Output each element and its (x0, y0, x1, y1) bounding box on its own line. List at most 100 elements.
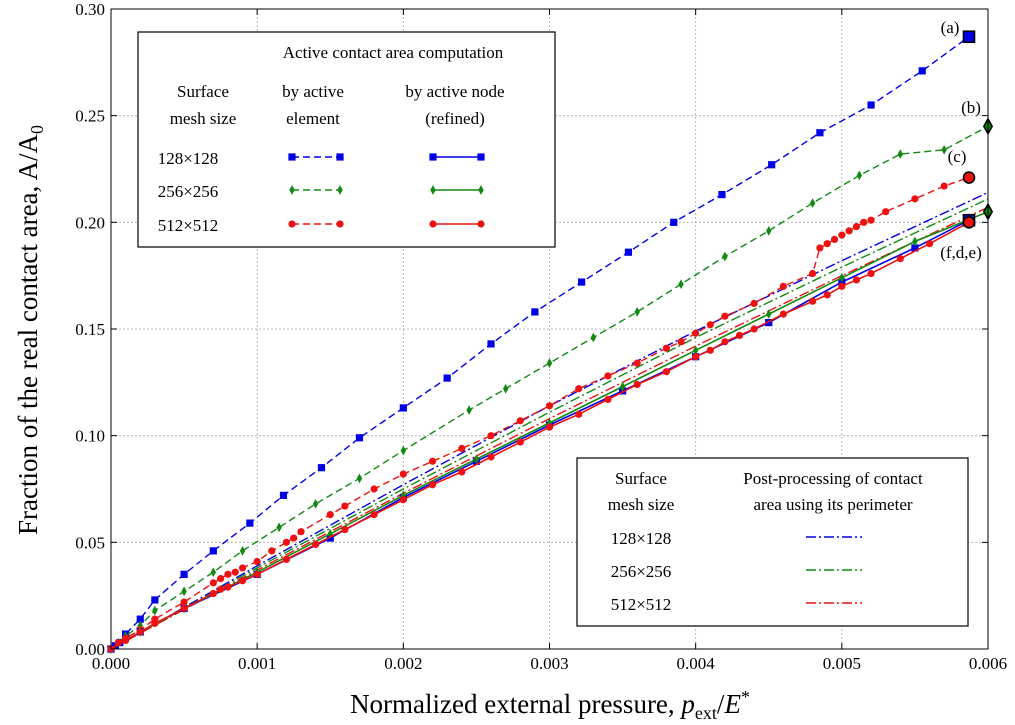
annotation-c: (c) (948, 147, 967, 166)
data-point-red (911, 195, 919, 203)
data-point-red (896, 255, 904, 263)
data-point-red (809, 297, 817, 305)
data-point-red (750, 299, 758, 307)
data-point-red (180, 604, 188, 613)
y-tick-label: 0.15 (75, 320, 105, 339)
data-point-blue (487, 340, 495, 348)
legend1-col3-line1: by active node (405, 82, 504, 101)
data-point-green (722, 251, 728, 262)
data-point-red (516, 417, 524, 425)
data-point-red (516, 438, 524, 446)
data-point-red (341, 502, 349, 510)
data-point-red (151, 619, 159, 628)
data-point-red (692, 353, 700, 361)
legend1-marker-red (429, 220, 437, 228)
data-point-red (823, 240, 831, 248)
data-point-green (502, 383, 509, 394)
data-point-green (856, 170, 863, 181)
annotation-fde: (f,d,e) (940, 243, 982, 262)
data-point-blue (718, 191, 726, 199)
data-point-blue (670, 218, 678, 226)
data-point-blue (180, 570, 188, 578)
data-point-red (662, 368, 671, 376)
x-axis-label: Normalized external pressure, pext/E* (350, 687, 750, 723)
x-tick-label: 0.002 (384, 654, 422, 673)
data-point-red (604, 395, 612, 403)
data-point-blue (209, 547, 217, 555)
legend1-marker-red (336, 220, 344, 228)
data-point-green (692, 345, 699, 356)
data-point-red (575, 385, 583, 393)
data-point-red (290, 534, 298, 542)
legend2-col1-line2: mesh size (608, 495, 675, 514)
data-point-red (940, 182, 948, 190)
y-tick-label: 0.30 (75, 0, 105, 19)
data-point-red (662, 344, 671, 352)
data-point-red (458, 468, 466, 476)
data-point-red (721, 338, 729, 346)
data-point-red (809, 269, 817, 278)
data-point-red (575, 410, 583, 418)
legend-post-processing-frame (576, 457, 969, 627)
data-point-green (400, 445, 407, 456)
endpoint-marker-blue (962, 30, 976, 44)
data-point-red (750, 325, 758, 333)
data-point-green (239, 546, 246, 556)
legend1-marker-blue (477, 153, 485, 161)
series-group (107, 30, 994, 654)
data-point-red (867, 269, 875, 278)
legend1-marker-blue (288, 153, 296, 161)
legend2-row-512: 512×512 (611, 595, 672, 614)
data-point-blue (279, 491, 288, 499)
legend1-marker-red (288, 220, 296, 228)
data-point-red (735, 331, 744, 339)
annotation-b: (b) (961, 98, 981, 117)
legend1-row-512: 512×512 (158, 216, 219, 235)
legend1-marker-red (477, 220, 485, 228)
data-point-blue (246, 519, 254, 527)
data-point-blue (531, 308, 539, 316)
data-point-green (897, 149, 903, 159)
data-point-red (860, 218, 868, 226)
data-point-red (604, 372, 612, 380)
data-point-red (370, 510, 378, 519)
data-point-blue (136, 615, 144, 623)
data-point-blue (867, 101, 875, 109)
data-point-red (268, 547, 276, 555)
data-point-green (210, 567, 217, 578)
data-point-red (341, 525, 349, 534)
data-point-red (209, 589, 217, 598)
legend2-samples (806, 536, 862, 604)
data-point-red (677, 338, 685, 346)
data-point-red (428, 481, 437, 489)
data-point-green (619, 381, 626, 392)
data-point-red (180, 598, 188, 606)
data-point-red (830, 235, 839, 243)
legend1-col1-line2: mesh size (170, 109, 237, 128)
legend1-marker-blue (336, 153, 344, 161)
data-point-green (276, 522, 282, 533)
data-point-red (692, 329, 700, 337)
legend1-marker-blue (429, 153, 437, 161)
data-point-red (253, 570, 261, 578)
data-point-blue (151, 596, 159, 604)
x-tick-label: 0.000 (92, 654, 130, 673)
data-point-red (458, 444, 466, 453)
data-point-red (370, 485, 378, 493)
data-point-green (466, 405, 472, 415)
data-point-green (546, 358, 553, 368)
legend1-marker-green (289, 185, 295, 195)
data-point-red (428, 457, 437, 465)
data-point-red (852, 223, 861, 231)
y-tick-label: 0.10 (75, 427, 105, 446)
data-point-red (487, 453, 495, 461)
data-point-green (152, 605, 158, 616)
data-point-red (779, 282, 787, 290)
y-tick-label: 0.00 (75, 640, 105, 659)
data-point-red (845, 227, 853, 235)
data-point-red (487, 432, 495, 440)
endpoint-marker-red (962, 216, 976, 229)
legend-post-processing: Surface mesh size Post-processing of con… (576, 457, 969, 627)
data-point-red (838, 231, 846, 239)
legend1-marker-green (430, 185, 436, 195)
